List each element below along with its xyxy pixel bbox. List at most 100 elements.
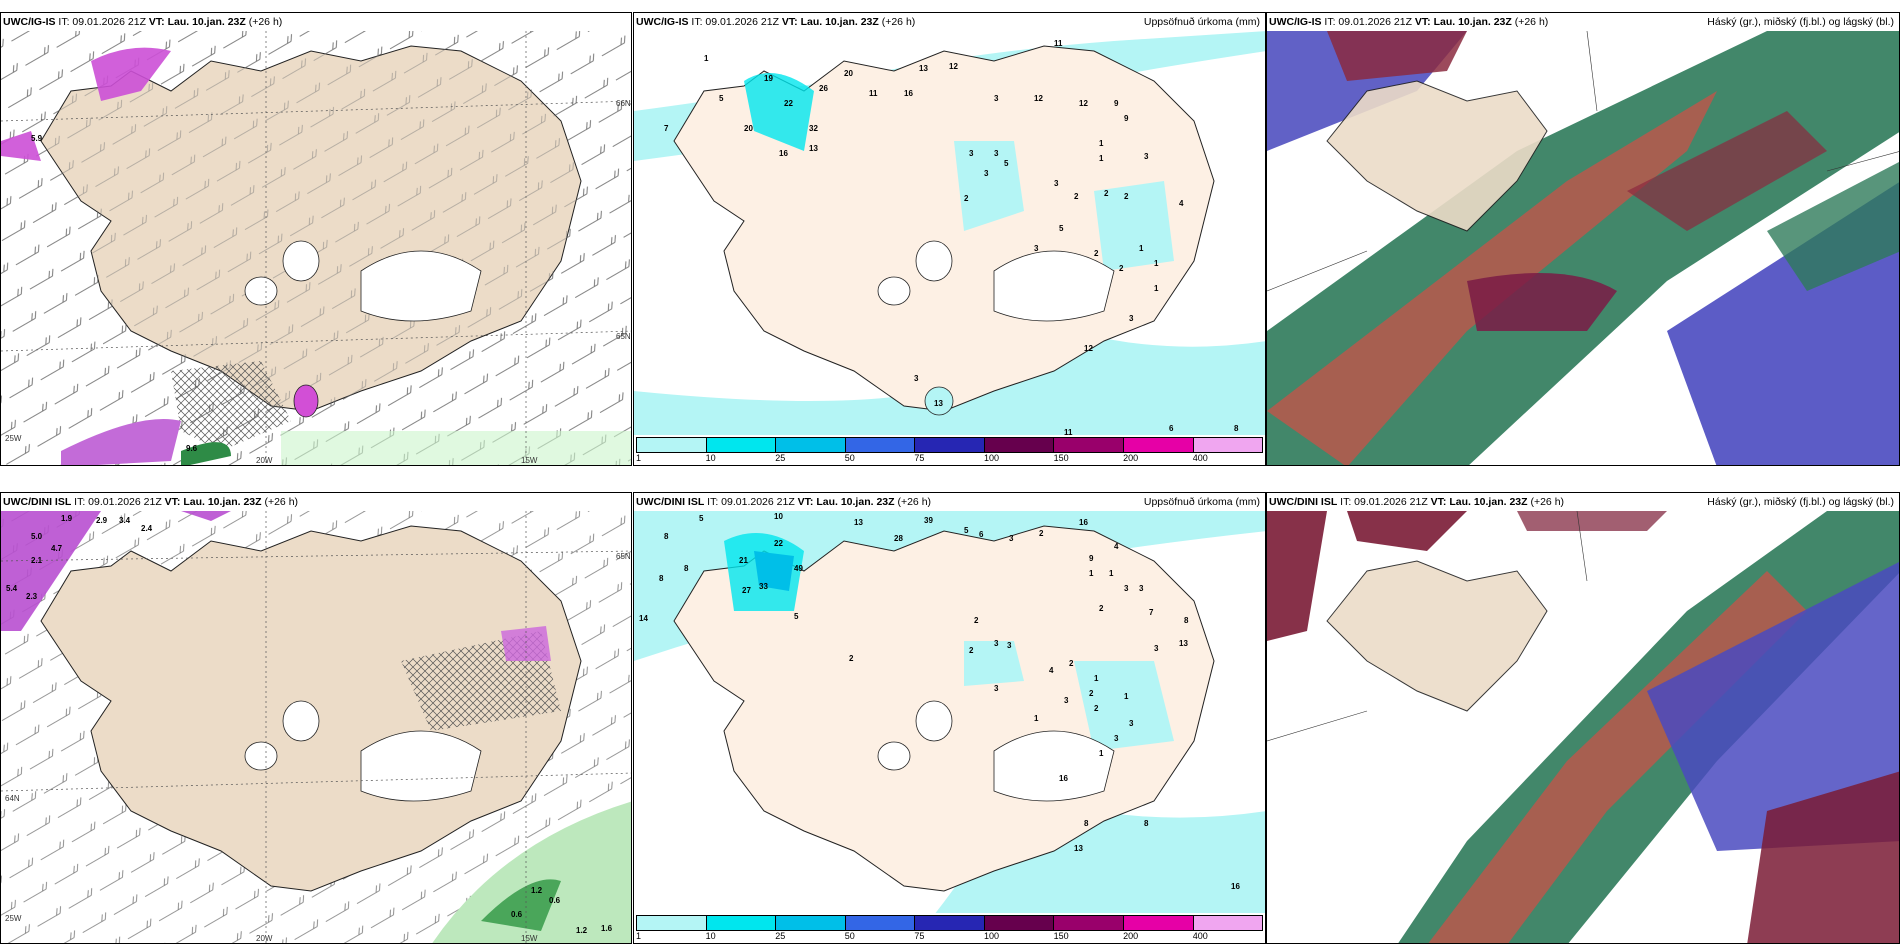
svg-text:1: 1 [1109, 569, 1114, 578]
svg-text:1: 1 [704, 54, 709, 63]
precip-map: 8 5 10 13 39 28 5 6 3 2 16 8 8 14 22 21 … [634, 511, 1265, 915]
panel-header: UWC/IG-IS IT: 09.01.2026 21Z VT: Lau. 10… [1269, 16, 1549, 28]
svg-text:0.6: 0.6 [549, 896, 561, 905]
svg-text:13: 13 [919, 64, 928, 73]
svg-text:2: 2 [1039, 529, 1044, 538]
svg-text:1: 1 [1154, 284, 1159, 293]
svg-text:8: 8 [664, 532, 669, 541]
svg-text:3: 3 [1114, 734, 1119, 743]
svg-text:3: 3 [984, 169, 989, 178]
svg-text:8: 8 [1084, 819, 1089, 828]
svg-text:3: 3 [1154, 644, 1159, 653]
svg-text:16: 16 [1059, 774, 1068, 783]
top-precip-panel: UWC/IG-IS IT: 09.01.2026 21Z VT: Lau. 10… [633, 12, 1266, 466]
cloud-map [1267, 511, 1899, 943]
svg-text:11: 11 [1054, 39, 1063, 48]
svg-text:13: 13 [809, 144, 818, 153]
svg-text:1.2: 1.2 [531, 886, 543, 895]
svg-text:3: 3 [994, 684, 999, 693]
svg-text:25W: 25W [5, 914, 22, 923]
svg-text:21: 21 [739, 556, 748, 565]
svg-text:4: 4 [1179, 199, 1184, 208]
svg-text:16: 16 [1231, 882, 1240, 891]
panel-header: UWC/IG-IS IT: 09.01.2026 21Z VT: Lau. 10… [636, 16, 916, 28]
svg-text:5.4: 5.4 [6, 584, 18, 593]
svg-text:19: 19 [764, 74, 773, 83]
svg-text:20W: 20W [256, 456, 273, 465]
svg-text:66N: 66N [616, 99, 631, 108]
svg-text:3: 3 [1054, 179, 1059, 188]
svg-text:2: 2 [1094, 249, 1099, 258]
svg-text:1: 1 [1094, 674, 1099, 683]
svg-text:1: 1 [1099, 139, 1104, 148]
svg-text:5: 5 [794, 612, 799, 621]
svg-text:3: 3 [1144, 152, 1149, 161]
svg-text:20: 20 [844, 69, 853, 78]
svg-text:2: 2 [1119, 264, 1124, 273]
svg-text:9.6: 9.6 [186, 444, 198, 453]
svg-text:3: 3 [1139, 584, 1144, 593]
bottom-wind-panel: UWC/DINI ISL IT: 09.01.2026 21Z VT: Lau.… [0, 492, 632, 944]
svg-text:5: 5 [1004, 159, 1009, 168]
svg-text:10: 10 [774, 512, 783, 521]
svg-text:3: 3 [994, 149, 999, 158]
svg-text:3: 3 [1064, 696, 1069, 705]
svg-text:1: 1 [1089, 569, 1094, 578]
svg-text:8: 8 [1144, 819, 1149, 828]
svg-text:2: 2 [974, 616, 979, 625]
panel-title: Uppsöfnuð úrkoma (mm) [1143, 16, 1260, 28]
svg-text:26: 26 [819, 84, 828, 93]
svg-text:33: 33 [759, 582, 768, 591]
panel-title: Uppsöfnuð úrkoma (mm) [1143, 496, 1260, 508]
svg-text:6: 6 [1169, 424, 1174, 433]
bottom-cloud-panel: UWC/DINI ISL IT: 09.01.2026 21Z VT: Lau.… [1266, 492, 1900, 944]
svg-text:9: 9 [1114, 99, 1119, 108]
svg-text:3: 3 [1007, 641, 1012, 650]
svg-text:2: 2 [1099, 604, 1104, 613]
svg-text:15W: 15W [521, 456, 538, 465]
svg-text:1: 1 [1034, 714, 1039, 723]
svg-text:22: 22 [784, 99, 793, 108]
panel-header: UWC/DINI ISL IT: 09.01.2026 21Z VT: Lau.… [3, 496, 299, 508]
wind-map: 66N 65N 25W 20W 15W 5.9 9.6 [1, 31, 631, 465]
svg-text:3: 3 [1009, 534, 1014, 543]
svg-text:2: 2 [969, 646, 974, 655]
svg-text:5: 5 [964, 526, 969, 535]
svg-text:2: 2 [849, 654, 854, 663]
svg-text:49: 49 [794, 564, 803, 573]
cloud-map [1267, 31, 1899, 465]
colorbar: 1 10 25 50 75 100 150 200 400 [634, 913, 1265, 943]
colorbar: 1 10 25 50 75 100 150 200 400 [634, 435, 1265, 465]
svg-text:3: 3 [1129, 719, 1134, 728]
svg-text:8: 8 [659, 574, 664, 583]
svg-text:2.1: 2.1 [31, 556, 43, 565]
svg-text:22: 22 [774, 539, 783, 548]
svg-text:2.3: 2.3 [26, 592, 38, 601]
svg-text:2: 2 [1124, 192, 1129, 201]
svg-text:2: 2 [964, 194, 969, 203]
svg-text:3.4: 3.4 [119, 516, 131, 525]
svg-text:8: 8 [684, 564, 689, 573]
svg-text:9: 9 [1124, 114, 1129, 123]
svg-text:2: 2 [1074, 192, 1079, 201]
svg-text:16: 16 [904, 89, 913, 98]
panel-header: UWC/DINI ISL IT: 09.01.2026 21Z VT: Lau.… [1269, 496, 1565, 508]
svg-text:13: 13 [854, 518, 863, 527]
panel-title: Háský (gr.), miðský (fj.bl.) og lágský (… [1707, 496, 1894, 508]
svg-text:1.2: 1.2 [576, 926, 588, 935]
svg-text:5.9: 5.9 [31, 134, 43, 143]
svg-text:13: 13 [934, 399, 943, 408]
svg-text:39: 39 [924, 516, 933, 525]
svg-text:4.7: 4.7 [51, 544, 63, 553]
svg-text:3: 3 [969, 149, 974, 158]
svg-text:20W: 20W [256, 934, 273, 943]
svg-text:1.9: 1.9 [61, 514, 73, 523]
svg-text:12: 12 [1079, 99, 1088, 108]
svg-text:32: 32 [809, 124, 818, 133]
svg-text:5: 5 [1059, 224, 1064, 233]
svg-text:25W: 25W [5, 434, 22, 443]
svg-text:9: 9 [1089, 554, 1094, 563]
svg-text:5: 5 [719, 94, 724, 103]
svg-text:5.0: 5.0 [31, 532, 43, 541]
svg-text:4: 4 [1114, 542, 1119, 551]
